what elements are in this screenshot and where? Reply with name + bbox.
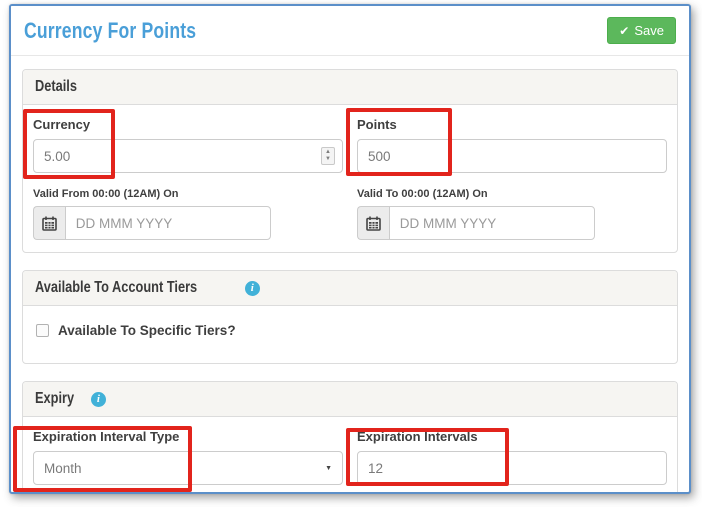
valid-from-calendar-addon[interactable] <box>33 206 65 240</box>
valid-to-calendar-addon[interactable] <box>357 206 389 240</box>
currency-for-points-panel: Currency For Points ✔ Save Details Curre… <box>9 4 691 494</box>
points-input[interactable] <box>357 139 667 173</box>
expiration-interval-type-value: Month <box>44 460 82 476</box>
valid-from-input[interactable] <box>64 206 271 240</box>
details-section: Details Currency ▲ ▼ <box>22 69 678 253</box>
info-icon[interactable]: i <box>90 391 106 407</box>
expiration-interval-type-label: Expiration Interval Type <box>33 429 180 444</box>
expiration-intervals-input[interactable] <box>357 451 667 485</box>
available-to-specific-tiers-checkbox[interactable] <box>36 324 49 337</box>
currency-label: Currency <box>33 117 91 132</box>
valid-from-label: Valid From 00:00 (12AM) On <box>33 188 179 200</box>
account-tiers-section: Available To Account Tiers i Available T… <box>22 270 678 364</box>
calendar-icon <box>366 216 381 231</box>
valid-to-input[interactable] <box>388 206 595 240</box>
page-title: Currency For Points <box>24 17 197 43</box>
check-icon: ✔ <box>619 23 630 38</box>
number-stepper-icon[interactable]: ▲ ▼ <box>321 147 335 165</box>
expiry-header-label: Expiry <box>35 390 75 407</box>
stepper-down-icon[interactable]: ▼ <box>325 156 331 162</box>
points-label: Points <box>357 117 397 132</box>
stepper-up-icon[interactable]: ▲ <box>325 149 331 155</box>
details-header-label: Details <box>35 78 77 95</box>
available-to-specific-tiers-label: Available To Specific Tiers? <box>58 323 236 338</box>
panel-body: Details Currency ▲ ▼ <box>11 56 689 492</box>
chevron-down-icon: ▼ <box>325 464 332 472</box>
panel-heading: Currency For Points ✔ Save <box>11 6 689 56</box>
expiry-section-body: Expiration Interval Type Month ▼ Expirat… <box>23 417 677 492</box>
account-tiers-section-header: Available To Account Tiers i <box>23 271 677 306</box>
info-icon[interactable]: i <box>244 280 260 296</box>
account-tiers-header-label: Available To Account Tiers <box>35 279 198 296</box>
save-button-label: Save <box>634 23 664 38</box>
calendar-icon <box>42 216 57 231</box>
currency-input[interactable] <box>33 139 343 173</box>
expiry-section-header: Expiry i <box>23 382 677 417</box>
expiration-interval-type-select[interactable]: Month ▼ <box>33 451 343 485</box>
account-tiers-section-body: Available To Specific Tiers? <box>23 306 677 363</box>
details-section-body: Currency ▲ ▼ Points <box>23 105 677 252</box>
expiration-intervals-label: Expiration Intervals <box>357 429 478 444</box>
save-button[interactable]: ✔ Save <box>607 17 676 44</box>
details-section-header: Details <box>23 70 677 105</box>
valid-to-label: Valid To 00:00 (12AM) On <box>357 188 488 200</box>
expiry-section: Expiry i Expiration Interval Type Month … <box>22 381 678 492</box>
